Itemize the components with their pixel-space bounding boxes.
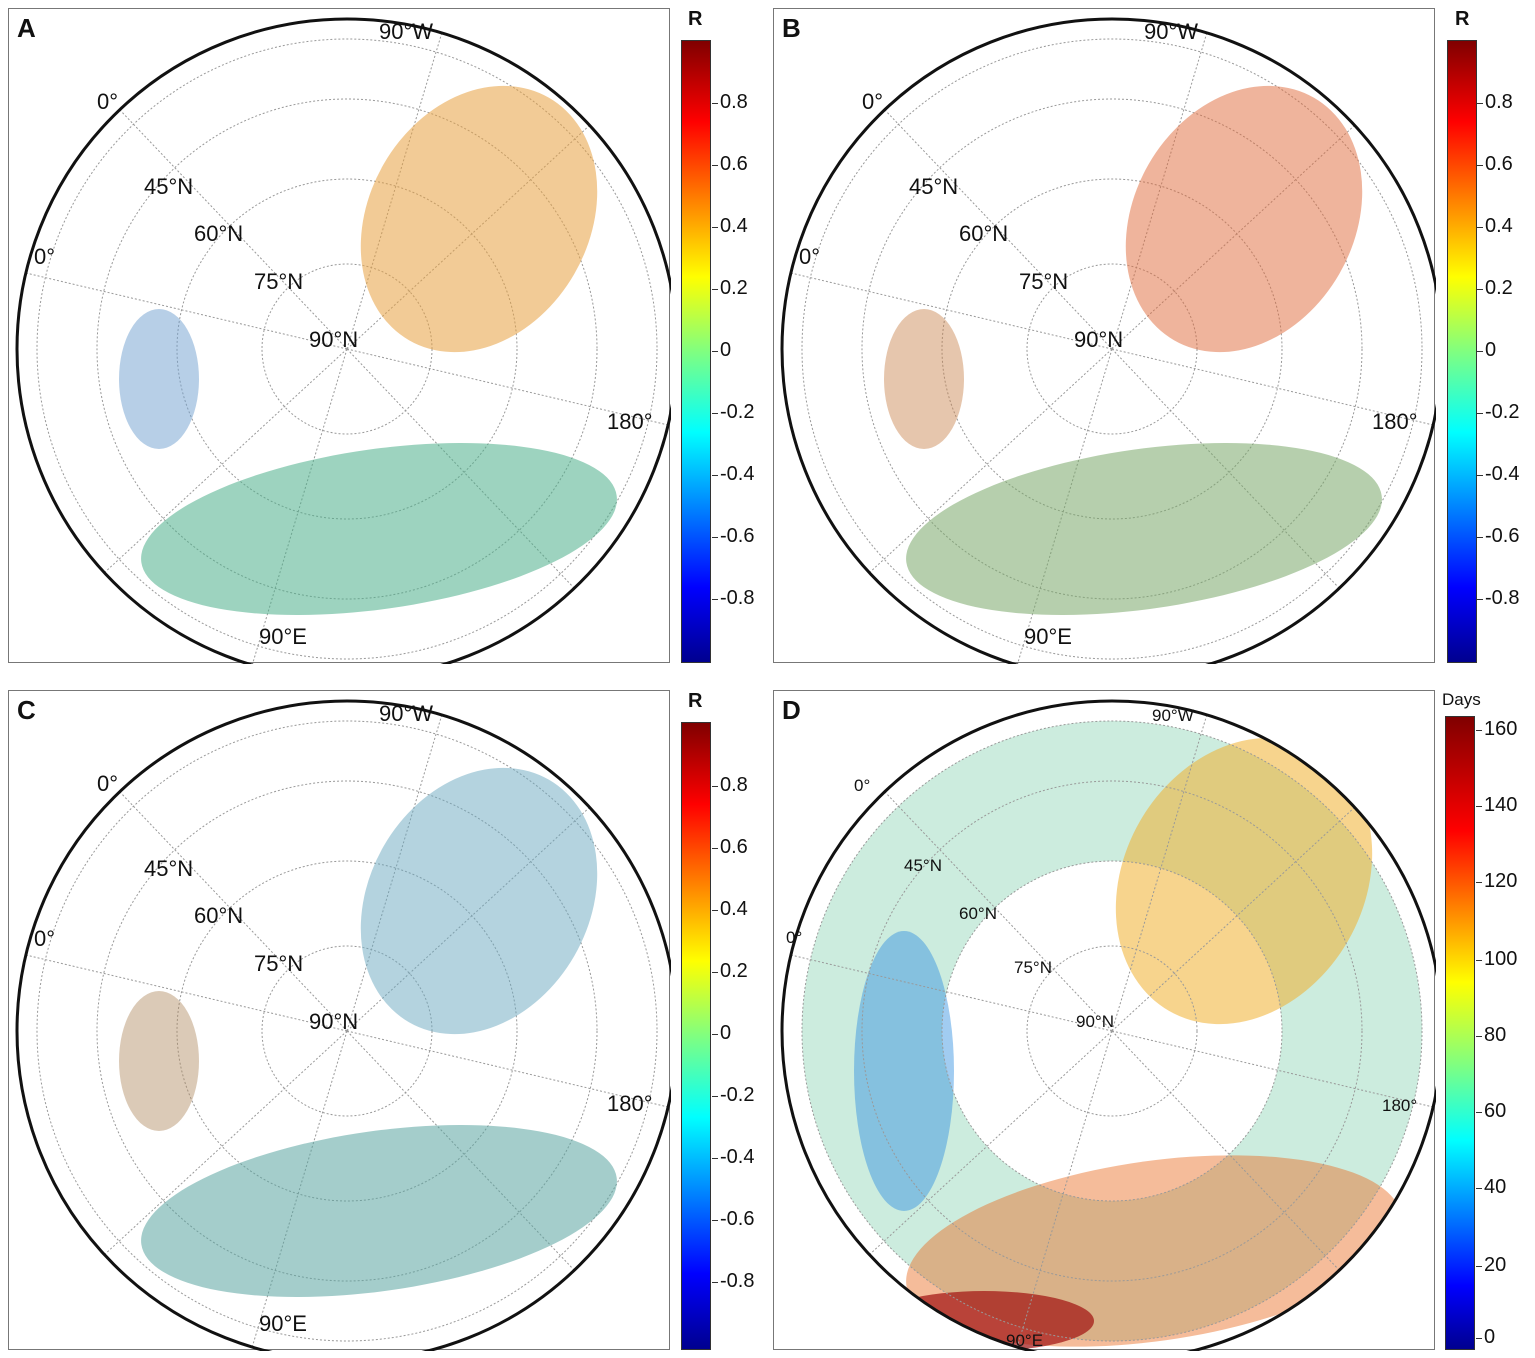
- svg-text:0°: 0°: [97, 89, 118, 114]
- svg-text:60°N: 60°N: [959, 904, 997, 923]
- polar-map-d: 90°W 0° 45°N 60°N 0° 75°N 90°N 180° 90°E: [780, 699, 1436, 1351]
- tick: 0.8: [1477, 91, 1513, 113]
- tick: 0: [711, 339, 732, 361]
- svg-text:60°N: 60°N: [194, 221, 243, 246]
- svg-text:180°: 180°: [1382, 1096, 1417, 1115]
- svg-text:0°: 0°: [862, 89, 883, 114]
- tick: 60: [1475, 1100, 1507, 1122]
- svg-text:90°E: 90°E: [259, 1311, 307, 1336]
- panel-b: 90°W 0° 45°N 60°N 0° 75°N 90°N 180° 90°E…: [773, 8, 1436, 664]
- svg-text:90°W: 90°W: [379, 701, 433, 726]
- tick: 40: [1475, 1176, 1507, 1198]
- svg-text:90°E: 90°E: [1024, 624, 1072, 649]
- svg-text:60°N: 60°N: [959, 221, 1008, 246]
- tick: 0.6: [1477, 153, 1513, 175]
- svg-text:90°N: 90°N: [1076, 1012, 1114, 1031]
- tick: -0.2: [1476, 401, 1520, 423]
- tick: -0.4: [711, 463, 755, 485]
- panel-label-c: C: [17, 695, 36, 725]
- svg-text:90°E: 90°E: [1006, 1331, 1043, 1350]
- tick: 0.2: [1477, 277, 1513, 299]
- svg-text:90°E: 90°E: [259, 624, 307, 649]
- polar-map-c: 90°W 0° 45°N 60°N 0° 75°N 90°N 180° 90°E: [15, 699, 671, 1351]
- svg-text:90°W: 90°W: [1152, 706, 1194, 725]
- svg-text:0°: 0°: [799, 244, 820, 269]
- tick: 140: [1475, 794, 1518, 816]
- tick: -0.2: [711, 1084, 755, 1106]
- svg-text:45°N: 45°N: [904, 856, 942, 875]
- tick: 160: [1475, 718, 1518, 740]
- svg-text:180°: 180°: [607, 409, 653, 434]
- panel-label-d: D: [782, 695, 801, 725]
- svg-text:75°N: 75°N: [1019, 269, 1068, 294]
- colorbar-title-a: R: [688, 8, 703, 30]
- tick: 0: [711, 1022, 732, 1044]
- tick: -0.4: [1476, 463, 1520, 485]
- svg-text:0°: 0°: [786, 928, 802, 947]
- polar-map-b: 90°W 0° 45°N 60°N 0° 75°N 90°N 180° 90°E: [780, 17, 1436, 664]
- tick: -0.4: [711, 1146, 755, 1168]
- svg-text:180°: 180°: [1372, 409, 1418, 434]
- colorbar-c: [681, 722, 711, 1350]
- svg-text:60°N: 60°N: [194, 903, 243, 928]
- panel-label-b: B: [782, 13, 801, 43]
- tick: -0.6: [711, 525, 755, 547]
- tick: -0.2: [711, 401, 755, 423]
- tick: -0.8: [1476, 587, 1520, 609]
- tick: 0.6: [712, 836, 748, 858]
- tick: 120: [1475, 870, 1518, 892]
- tick: 0.6: [712, 153, 748, 175]
- svg-text:45°N: 45°N: [144, 856, 193, 881]
- tick: -0.8: [711, 587, 755, 609]
- panel-d: 90°W 0° 45°N 60°N 0° 75°N 90°N 180° 90°E…: [773, 690, 1436, 1351]
- tick: 0: [1476, 339, 1497, 361]
- panel-a: 90°W 0° 45°N 60°N 0° 75°N 90°N 180° 90°E…: [8, 8, 671, 664]
- svg-text:45°N: 45°N: [144, 174, 193, 199]
- svg-text:90°W: 90°W: [1144, 19, 1198, 44]
- svg-text:90°N: 90°N: [1074, 327, 1123, 352]
- tick: -0.6: [1476, 525, 1520, 547]
- colorbar-title-c: R: [688, 690, 703, 712]
- tick: 0.8: [712, 774, 748, 796]
- colorbar-title-b: R: [1455, 8, 1470, 30]
- svg-text:75°N: 75°N: [1014, 958, 1052, 977]
- svg-text:0°: 0°: [34, 244, 55, 269]
- tick: 100: [1475, 948, 1518, 970]
- svg-text:90°N: 90°N: [309, 1009, 358, 1034]
- colorbar-title-d: Days: [1442, 690, 1481, 709]
- svg-text:180°: 180°: [607, 1091, 653, 1116]
- svg-text:90°W: 90°W: [379, 19, 433, 44]
- tick: 80: [1475, 1024, 1507, 1046]
- colorbar-b: [1447, 40, 1477, 663]
- svg-text:75°N: 75°N: [254, 269, 303, 294]
- tick: 0.4: [1477, 215, 1513, 237]
- polar-map-a: 90°W 0° 45°N 60°N 0° 75°N 90°N 180° 90°E: [15, 17, 671, 664]
- tick: 0.8: [712, 91, 748, 113]
- panel-c: 90°W 0° 45°N 60°N 0° 75°N 90°N 180° 90°E…: [8, 690, 671, 1351]
- svg-text:90°N: 90°N: [309, 327, 358, 352]
- panel-label-a: A: [17, 13, 36, 43]
- tick: 0.2: [712, 277, 748, 299]
- tick: -0.8: [711, 1270, 755, 1292]
- tick: 0.4: [712, 898, 748, 920]
- colorbar-d: [1445, 716, 1475, 1350]
- colorbar-a: [681, 40, 711, 663]
- tick: 0.4: [712, 215, 748, 237]
- svg-text:0°: 0°: [34, 926, 55, 951]
- tick: 0.2: [712, 960, 748, 982]
- tick: -0.6: [711, 1208, 755, 1230]
- tick: 0: [1475, 1326, 1496, 1348]
- svg-text:75°N: 75°N: [254, 951, 303, 976]
- tick: 20: [1475, 1254, 1507, 1276]
- svg-text:0°: 0°: [97, 771, 118, 796]
- svg-text:0°: 0°: [854, 776, 870, 795]
- svg-text:45°N: 45°N: [909, 174, 958, 199]
